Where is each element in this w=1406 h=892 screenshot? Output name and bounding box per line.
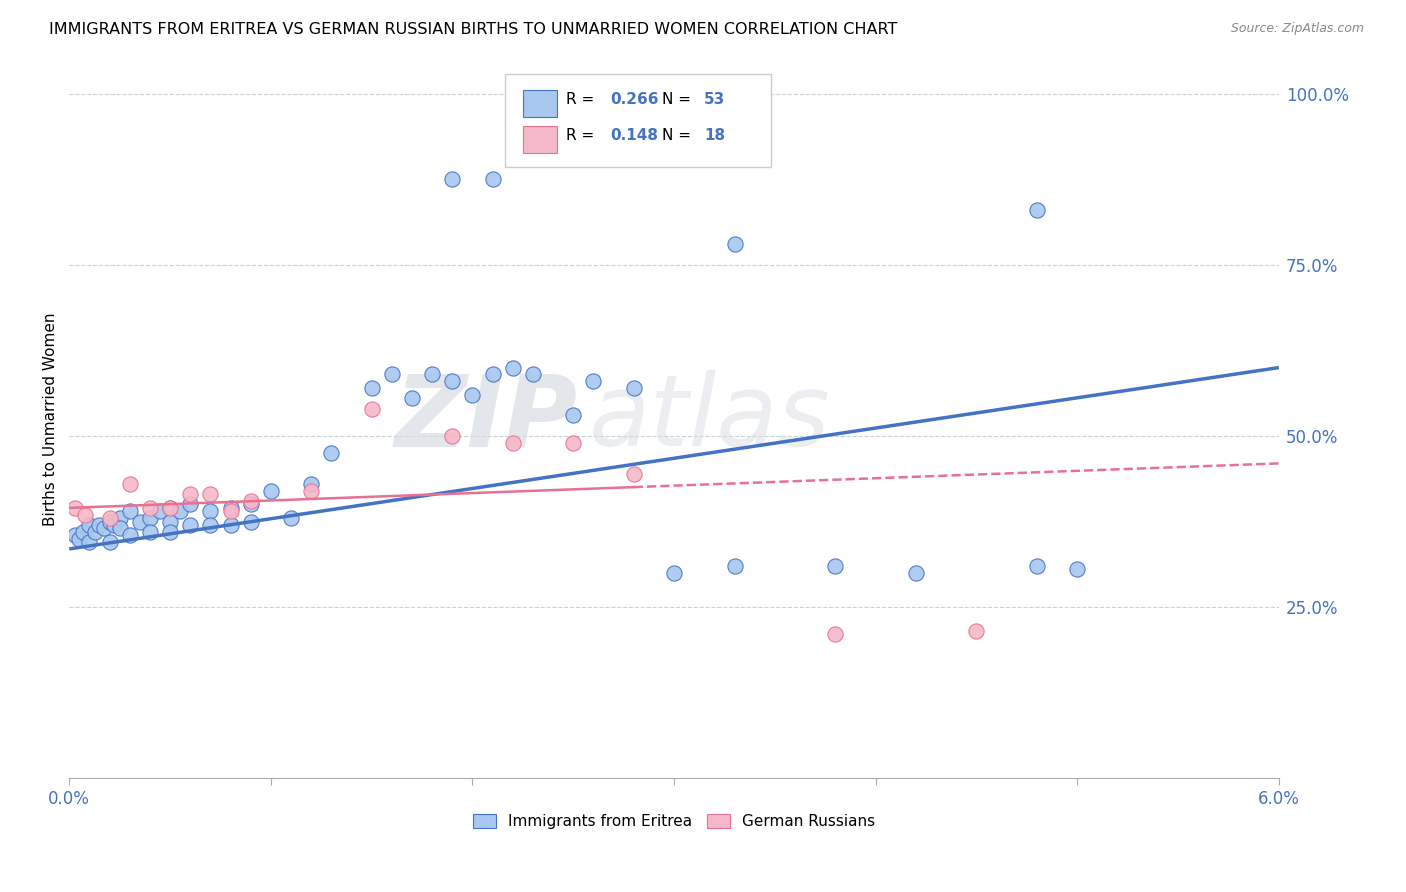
- Point: [179, 498, 201, 512]
- Point: [65, 528, 87, 542]
- Point: [522, 368, 544, 382]
- Point: [159, 524, 181, 539]
- Point: [360, 381, 382, 395]
- Text: 53: 53: [704, 92, 725, 107]
- Text: R =: R =: [567, 92, 599, 107]
- Point: [118, 504, 141, 518]
- Point: [502, 360, 524, 375]
- Text: 0.148: 0.148: [610, 128, 658, 143]
- Point: [84, 524, 107, 539]
- Point: [200, 518, 222, 533]
- Text: R =: R =: [567, 128, 599, 143]
- Point: [219, 500, 242, 515]
- Point: [441, 429, 464, 443]
- Point: [219, 518, 242, 533]
- Point: [299, 477, 322, 491]
- Point: [824, 559, 846, 574]
- Point: [103, 518, 125, 533]
- Point: [260, 483, 283, 498]
- Point: [108, 511, 131, 525]
- Point: [965, 624, 987, 638]
- Point: [118, 528, 141, 542]
- Point: [67, 532, 90, 546]
- Point: [1026, 559, 1049, 574]
- Point: [139, 511, 162, 525]
- Text: 18: 18: [704, 128, 725, 143]
- Point: [1066, 562, 1088, 576]
- Point: [299, 483, 322, 498]
- Point: [562, 409, 585, 423]
- Text: N =: N =: [662, 92, 696, 107]
- Point: [381, 368, 404, 382]
- Point: [72, 524, 94, 539]
- Point: [200, 504, 222, 518]
- Point: [481, 172, 503, 186]
- Point: [93, 521, 115, 535]
- Point: [98, 511, 121, 525]
- Point: [159, 500, 181, 515]
- Point: [139, 500, 162, 515]
- Point: [723, 559, 745, 574]
- Point: [441, 172, 464, 186]
- Point: [562, 435, 585, 450]
- Point: [179, 518, 201, 533]
- Point: [1026, 203, 1049, 218]
- Point: [98, 535, 121, 549]
- Legend: Immigrants from Eritrea, German Russians: Immigrants from Eritrea, German Russians: [467, 808, 882, 835]
- Point: [75, 508, 97, 522]
- Point: [239, 515, 262, 529]
- Point: [179, 487, 201, 501]
- Point: [461, 388, 484, 402]
- Point: [239, 498, 262, 512]
- Point: [321, 446, 343, 460]
- Point: [200, 487, 222, 501]
- Point: [219, 504, 242, 518]
- Point: [149, 504, 172, 518]
- Point: [128, 515, 150, 529]
- Point: [98, 515, 121, 529]
- Point: [723, 237, 745, 252]
- Point: [582, 374, 605, 388]
- Point: [824, 627, 846, 641]
- Point: [420, 368, 443, 382]
- Point: [502, 435, 524, 450]
- Point: [118, 477, 141, 491]
- Text: N =: N =: [662, 128, 696, 143]
- Text: 0.266: 0.266: [610, 92, 658, 107]
- Point: [159, 500, 181, 515]
- Point: [79, 535, 101, 549]
- Text: ZIP: ZIP: [394, 370, 578, 467]
- Point: [65, 500, 87, 515]
- Y-axis label: Births to Unmarried Women: Births to Unmarried Women: [44, 312, 58, 525]
- Point: [401, 392, 423, 406]
- Point: [623, 381, 645, 395]
- Text: atlas: atlas: [589, 370, 831, 467]
- Point: [239, 494, 262, 508]
- Point: [139, 524, 162, 539]
- Point: [360, 401, 382, 416]
- Point: [441, 374, 464, 388]
- Bar: [523, 90, 557, 117]
- Text: Source: ZipAtlas.com: Source: ZipAtlas.com: [1230, 22, 1364, 36]
- Point: [108, 521, 131, 535]
- Point: [159, 515, 181, 529]
- Text: IMMIGRANTS FROM ERITREA VS GERMAN RUSSIAN BIRTHS TO UNMARRIED WOMEN CORRELATION : IMMIGRANTS FROM ERITREA VS GERMAN RUSSIA…: [49, 22, 897, 37]
- Point: [79, 518, 101, 533]
- Point: [89, 518, 111, 533]
- Point: [662, 566, 685, 580]
- Point: [481, 368, 503, 382]
- Point: [623, 467, 645, 481]
- Bar: [523, 126, 557, 153]
- Point: [169, 504, 191, 518]
- Point: [280, 511, 302, 525]
- Point: [904, 566, 927, 580]
- FancyBboxPatch shape: [505, 74, 770, 168]
